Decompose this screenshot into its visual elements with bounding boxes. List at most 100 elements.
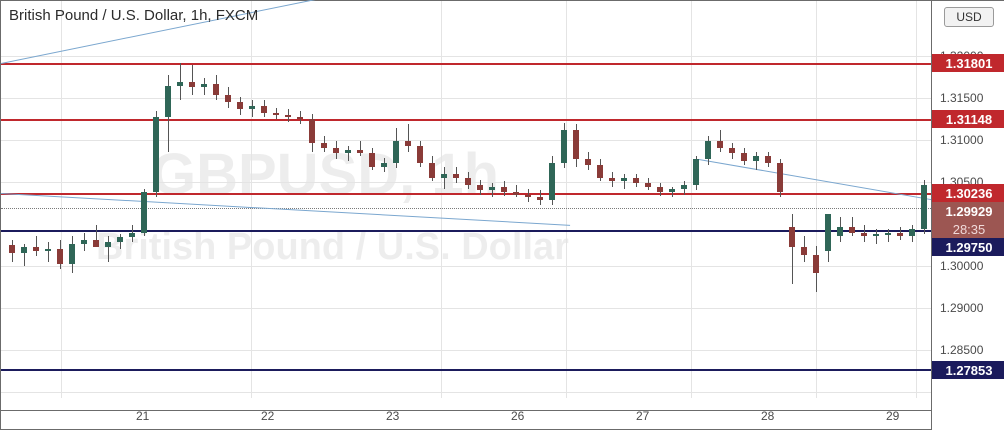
candle-body-45 (549, 163, 555, 200)
candle-body-50 (609, 178, 615, 181)
watermark-name-text: British Pound / U.S. Dollar (96, 226, 569, 269)
candle-body-16 (201, 84, 207, 88)
candle-9 (117, 234, 123, 249)
candle-body-3 (45, 249, 51, 251)
candle-74 (897, 227, 903, 240)
gridline-horizontal (1, 350, 931, 351)
candle-1 (21, 244, 27, 266)
candle-0 (9, 240, 15, 262)
candle-body-53 (645, 183, 651, 187)
candle-body-62 (753, 156, 759, 161)
candle-wick-36 (444, 167, 445, 189)
candle-30 (369, 148, 375, 170)
candle-body-11 (141, 192, 147, 232)
candle-body-18 (225, 95, 231, 102)
candle-57 (693, 156, 699, 191)
candle-8 (105, 236, 111, 262)
candle-body-44 (537, 197, 543, 199)
candle-body-35 (429, 163, 435, 178)
candle-wick-72 (876, 229, 877, 244)
candle-50 (609, 172, 615, 187)
candle-52 (633, 174, 639, 187)
candle-body-58 (705, 141, 711, 159)
candle-body-59 (717, 141, 723, 148)
candle-body-49 (597, 165, 603, 178)
candle-42 (513, 185, 519, 197)
candle-61 (741, 148, 747, 165)
gridline-vertical (566, 1, 567, 398)
candle-body-60 (729, 148, 735, 153)
candle-body-32 (393, 141, 399, 163)
candle-body-23 (285, 115, 291, 117)
candle-wick-3 (48, 242, 49, 263)
candle-16 (201, 78, 207, 94)
y-tick-131500: 1.31500 (940, 91, 983, 105)
candle-body-64 (777, 163, 783, 192)
candle-wick-42 (516, 185, 517, 197)
gridline-vertical (816, 1, 817, 398)
candle-body-67 (813, 255, 819, 273)
candle-body-34 (417, 146, 423, 163)
candle-body-70 (849, 227, 855, 233)
candle-body-19 (237, 102, 243, 109)
candle-71 (861, 225, 867, 241)
candle-31 (381, 158, 387, 173)
price-tag-127853[interactable]: 1.27853 (932, 361, 1004, 379)
price-tag-129750[interactable]: 1.29750 (932, 238, 1004, 256)
candle-21 (261, 100, 267, 116)
currency-badge[interactable]: USD (944, 7, 994, 27)
candle-body-24 (297, 117, 303, 119)
candle-body-5 (69, 244, 75, 264)
price-tag-131148[interactable]: 1.31148 (932, 110, 1004, 128)
candle-2 (33, 236, 39, 256)
gridline-vertical (251, 1, 252, 398)
candle-body-33 (405, 141, 411, 146)
y-tick-131000: 1.31000 (940, 133, 983, 147)
gridline-horizontal (1, 140, 931, 141)
x-tick-22: 22 (261, 409, 274, 423)
y-axis-panel: USD 1.32000 1.31500 1.31000 1.30500 1.30… (931, 1, 1004, 430)
candle-34 (417, 141, 423, 167)
candle-56 (681, 181, 687, 194)
candle-76 (921, 180, 927, 234)
candle-73 (885, 229, 891, 241)
gridline-vertical (61, 1, 62, 398)
trendline-descending-secondary (699, 159, 941, 202)
candle-60 (729, 143, 735, 159)
candle-6 (81, 233, 87, 251)
candle-body-75 (909, 229, 915, 236)
x-tick-26: 26 (511, 409, 524, 423)
candle-body-1 (21, 247, 27, 253)
candle-22 (273, 108, 279, 119)
candle-body-65 (789, 227, 795, 248)
gridline-vertical (691, 1, 692, 398)
price-tag-time[interactable]: 28:35 (932, 220, 1004, 238)
candle-11 (141, 189, 147, 237)
candle-body-30 (369, 153, 375, 166)
candle-body-48 (585, 159, 591, 165)
y-tick-129000: 1.30000 (940, 259, 983, 273)
price-tag-131801[interactable]: 1.31801 (932, 54, 1004, 72)
price-tag-129929[interactable]: 1.29929 (932, 202, 1004, 220)
candle-body-40 (489, 187, 495, 190)
candle-18 (225, 87, 231, 108)
x-tick-23: 23 (386, 409, 399, 423)
candle-body-36 (441, 174, 447, 178)
candle-body-74 (897, 233, 903, 237)
candle-body-29 (357, 150, 363, 153)
price-tag-130236[interactable]: 1.30236 (932, 184, 1004, 202)
candle-15 (189, 65, 195, 94)
chart-title: British Pound / U.S. Dollar, 1h, FXCM (9, 7, 258, 24)
candle-body-8 (105, 242, 111, 248)
candle-body-72 (873, 234, 879, 236)
candle-35 (429, 156, 435, 182)
candle-body-2 (33, 247, 39, 251)
candle-33 (405, 124, 411, 152)
candle-41 (501, 181, 507, 196)
candle-body-66 (801, 247, 807, 254)
candle-body-37 (453, 174, 459, 178)
gridline-horizontal (1, 56, 931, 57)
candle-72 (873, 229, 879, 244)
candle-20 (249, 100, 255, 116)
candle-12 (153, 111, 159, 197)
